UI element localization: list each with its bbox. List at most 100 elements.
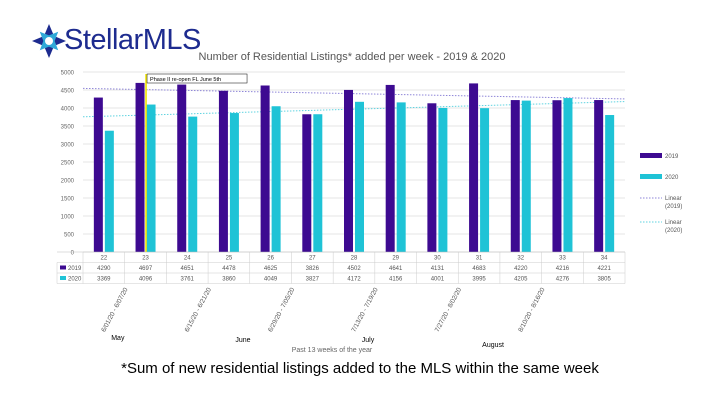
x-tick-label: 28: [351, 256, 358, 262]
bar-2019: [302, 114, 312, 252]
bar-2019: [344, 89, 353, 252]
data-label: 4216: [556, 266, 570, 272]
bar-2020: [188, 116, 198, 252]
bar-2020: [438, 107, 448, 253]
x-tick-label: 27: [309, 256, 316, 262]
bar-2020: [480, 108, 490, 253]
x-tick-label: 34: [601, 256, 608, 262]
bar-2019: [260, 85, 270, 252]
x-tick-label: 22: [101, 256, 108, 262]
x-tick-label: 23: [142, 256, 149, 262]
logo-star-icon: [32, 24, 66, 58]
x-tick-label: 25: [226, 256, 233, 262]
data-label: 4172: [347, 277, 361, 283]
data-label: 4276: [556, 277, 570, 283]
bar-2019: [135, 82, 145, 253]
data-label: 4131: [431, 266, 445, 272]
legend-label: (2019): [665, 204, 682, 210]
x-tick-label: 31: [476, 256, 483, 262]
x-tick-label: 24: [184, 256, 191, 262]
bar-2020: [146, 104, 156, 252]
data-label: 4220: [514, 266, 528, 272]
x-axis-label: Past 13 weeks of the year: [292, 347, 373, 354]
logo-suffix: MLS: [142, 24, 202, 56]
bar-2019: [93, 97, 103, 252]
legend-label: (2020): [665, 228, 682, 234]
table-series-name: 2019: [68, 266, 82, 272]
date-range-label: 8/10/20 - 8/16/20: [517, 286, 546, 333]
bar-2020: [271, 106, 281, 253]
annotation-box: [146, 73, 248, 84]
y-tick-label: 4500: [61, 89, 75, 95]
y-tick-label: 2500: [61, 161, 75, 167]
x-tick-label: 30: [434, 256, 441, 262]
bar-2020: [104, 130, 114, 252]
data-label: 3761: [181, 277, 195, 283]
month-label: August: [482, 342, 504, 349]
stellar-mls-logo: [32, 24, 66, 58]
month-label: May: [111, 335, 125, 342]
y-tick-label: 1000: [61, 215, 75, 221]
data-label: 3860: [222, 277, 236, 283]
y-tick-label: 5000: [61, 71, 75, 77]
bar-2020: [605, 115, 615, 253]
data-label: 4001: [431, 277, 445, 283]
data-label: 4049: [264, 277, 278, 283]
y-tick-label: 0: [71, 251, 75, 257]
table-series-swatch: [60, 276, 66, 280]
bar-2019: [218, 90, 228, 253]
table-series-swatch: [60, 265, 66, 270]
data-label: 4290: [97, 266, 111, 272]
legend-label: Linear: [665, 220, 682, 226]
bar-2019: [177, 84, 187, 253]
annotation-text: Phase II re-open FL June 5th: [150, 77, 221, 83]
y-tick-label: 500: [64, 233, 75, 239]
y-tick-label: 4000: [61, 107, 75, 113]
data-label: 4221: [597, 266, 611, 272]
x-tick-label: 29: [392, 256, 399, 262]
x-tick-label: 32: [517, 256, 524, 262]
data-label: 3826: [306, 266, 320, 272]
logo-brand: Stellar: [64, 24, 143, 56]
bar-2019: [510, 100, 520, 252]
date-range-label: 6/01/20 - 6/07/20: [100, 286, 129, 333]
date-range-label: 7/13/20 - 7/19/20: [351, 286, 380, 333]
y-tick-label: 2000: [61, 179, 75, 185]
data-label: 4683: [472, 266, 486, 272]
bar-2020: [313, 114, 323, 252]
date-range-label: 6/29/20 - 7/05/20: [267, 286, 296, 333]
chart-title: Number of Residential Listings* added pe…: [199, 51, 506, 63]
legend-label: 2020: [665, 175, 679, 181]
bar-2019: [427, 103, 437, 252]
data-label: 3995: [472, 277, 486, 283]
data-label: 3805: [597, 277, 611, 283]
table-series-name: 2020: [68, 277, 82, 283]
data-label: 4478: [222, 266, 236, 272]
data-label: 4205: [514, 277, 528, 283]
date-range-label: 7/27/20 - 8/02/20: [434, 286, 463, 333]
data-label: 4651: [181, 266, 195, 272]
legend-label: 2019: [665, 154, 679, 160]
data-label: 4156: [389, 277, 403, 283]
bar-2020: [355, 101, 364, 252]
bar-2019: [594, 100, 604, 252]
bar-2020: [229, 113, 239, 252]
data-label: 4625: [264, 266, 278, 272]
y-tick-label: 1500: [61, 197, 75, 203]
date-range-label: 6/15/20 - 6/21/20: [184, 286, 213, 333]
data-label: 4096: [139, 277, 153, 283]
data-label: 3369: [97, 277, 111, 283]
footnote: *Sum of new residential listings added t…: [121, 360, 599, 377]
bar-2020: [396, 102, 406, 252]
data-label: 4641: [389, 266, 403, 272]
bar-2020: [521, 100, 531, 253]
y-tick-label: 3000: [61, 143, 75, 149]
bar-2019: [385, 84, 395, 252]
y-tick-label: 3500: [61, 125, 75, 131]
legend-swatch: [640, 153, 662, 158]
legend-label: Linear: [665, 196, 682, 202]
trendline-2020: [82, 101, 626, 118]
x-tick-label: 33: [559, 256, 566, 262]
bar-2019: [552, 100, 562, 252]
